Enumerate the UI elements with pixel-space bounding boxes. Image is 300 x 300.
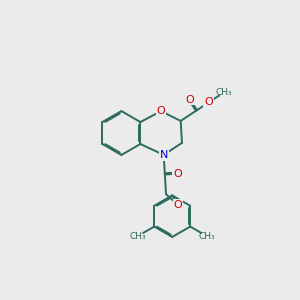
Text: O: O bbox=[157, 106, 165, 116]
Text: O: O bbox=[173, 169, 182, 179]
Text: CH₃: CH₃ bbox=[129, 232, 146, 241]
Text: N: N bbox=[160, 150, 168, 160]
Text: O: O bbox=[204, 98, 213, 107]
Text: O: O bbox=[186, 94, 194, 104]
Text: CH₃: CH₃ bbox=[216, 88, 232, 97]
Text: CH₃: CH₃ bbox=[199, 232, 215, 241]
Text: O: O bbox=[174, 200, 183, 210]
